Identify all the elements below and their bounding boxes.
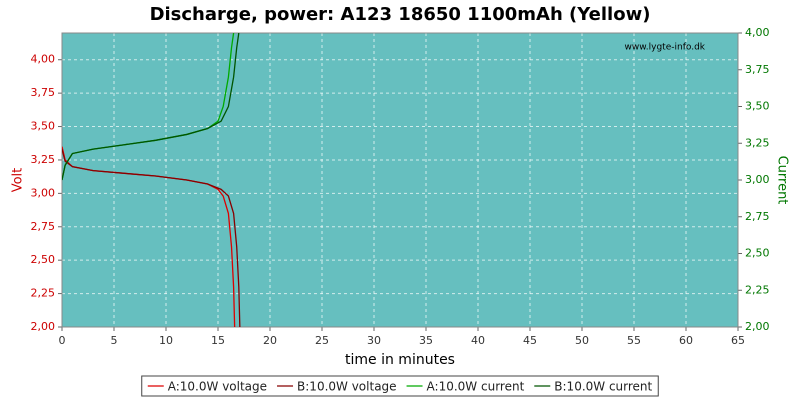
y2-tick-label: 3,50	[745, 100, 770, 113]
y-tick-label: 3,25	[31, 153, 56, 166]
y-axis-label: Volt	[11, 168, 26, 193]
chart-title: Discharge, power: A123 18650 1100mAh (Ye…	[150, 4, 651, 25]
series-line	[62, 149, 241, 327]
y-tick-label: 2,50	[31, 253, 56, 266]
x-tick-label: 5	[111, 334, 118, 347]
y-tick-label: 2,25	[31, 287, 56, 300]
y-tick-label: 2,75	[31, 220, 56, 233]
y2-tick-label: 2,50	[745, 247, 770, 260]
legend-box	[141, 375, 659, 397]
x-tick-label: 30	[367, 334, 381, 347]
y-tick-label: 4,00	[31, 53, 56, 66]
x-tick-label: 60	[679, 334, 693, 347]
series-group	[62, 33, 241, 327]
y-tick-label: 3,75	[31, 86, 56, 99]
y2-tick-label: 4,00	[745, 26, 770, 39]
x-tick-label: 50	[575, 334, 589, 347]
x-tick-label: 40	[471, 334, 485, 347]
x-tick-label: 15	[211, 334, 225, 347]
x-tick-label: 10	[159, 334, 173, 347]
y2-tick-label: 3,25	[745, 136, 770, 149]
y-tick-label: 2,00	[31, 320, 56, 333]
y-tick-label: 3,50	[31, 120, 56, 133]
legend-label: A:10.0W voltage	[168, 380, 267, 394]
x-tick-label: 45	[523, 334, 537, 347]
x-tick-label: 65	[731, 334, 745, 347]
legend: A:10.0W voltage B:10.0W voltage A:10.0W cu…	[141, 375, 659, 397]
y2-tick-label: 2,75	[745, 210, 770, 223]
legend-label: B:10.0W current	[554, 380, 652, 394]
x-tick-label: 0	[59, 334, 66, 347]
x-tick-label: 55	[627, 334, 641, 347]
series-line	[62, 33, 240, 181]
y2-tick-label: 2,25	[745, 283, 770, 296]
legend-label: A:10.0W current	[427, 380, 525, 394]
watermark: www.lygte-info.dk	[625, 43, 706, 53]
plot-area	[62, 33, 738, 327]
y-tick-label: 3,00	[31, 186, 56, 199]
legend-label: B:10.0W voltage	[297, 380, 397, 394]
x-axis-label: time in minutes	[345, 352, 455, 368]
y2-axis-label: Current	[775, 156, 790, 205]
y2-tick-label: 2,00	[745, 320, 770, 333]
y2-tick-label: 3,75	[745, 63, 770, 76]
x-tick-label: 20	[263, 334, 277, 347]
y2-tick-label: 3,00	[745, 173, 770, 186]
x-tick-label: 25	[315, 334, 329, 347]
x-tick-label: 35	[419, 334, 433, 347]
